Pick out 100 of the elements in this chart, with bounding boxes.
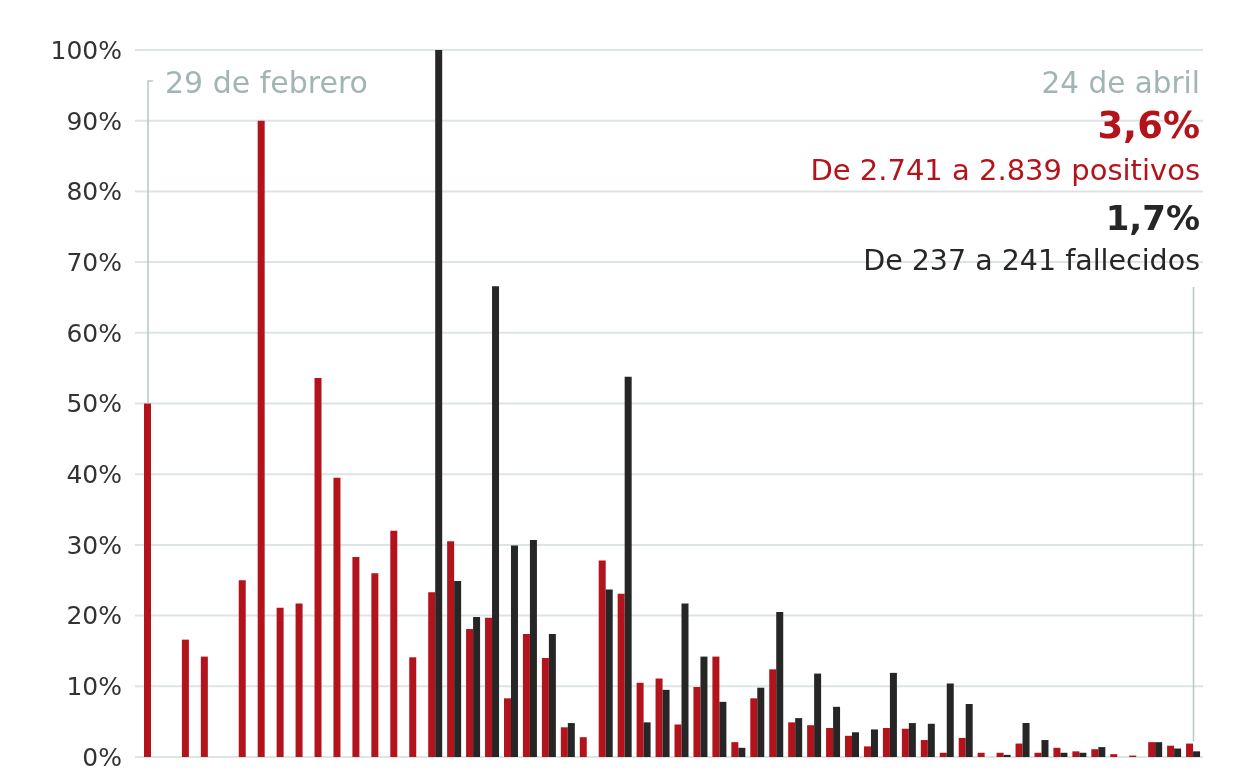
bar	[662, 689, 670, 757]
bar	[863, 746, 871, 757]
bar	[473, 617, 481, 757]
bar	[946, 683, 954, 757]
bar	[454, 580, 462, 757]
bar	[1053, 747, 1061, 757]
bar	[636, 682, 644, 757]
bar	[333, 477, 341, 757]
y-tick-label: 90%	[66, 106, 122, 136]
bar	[1155, 742, 1163, 757]
bar	[529, 539, 537, 757]
bar	[314, 378, 322, 757]
annotation: 29 de febrero	[165, 65, 368, 100]
bar	[567, 723, 575, 757]
bar	[870, 729, 878, 757]
bar	[1041, 740, 1049, 757]
bar	[200, 656, 208, 757]
bar	[807, 725, 815, 757]
bar	[371, 573, 379, 757]
y-tick-label: 80%	[66, 177, 122, 207]
bar	[492, 286, 500, 757]
annotation: 3,6%	[1097, 104, 1200, 147]
bar	[144, 403, 151, 757]
bar	[257, 120, 265, 757]
bar	[927, 723, 935, 757]
y-tick-label: 10%	[66, 672, 122, 702]
bar	[750, 698, 758, 757]
bar	[1186, 743, 1194, 757]
bar	[882, 728, 890, 757]
y-tick-label: 100%	[50, 35, 122, 65]
bar	[1193, 751, 1201, 757]
bar	[845, 735, 853, 757]
y-tick-label: 40%	[66, 460, 122, 490]
bar	[958, 737, 966, 757]
bar	[693, 687, 701, 757]
bar	[795, 718, 803, 757]
y-tick-label: 20%	[66, 601, 122, 631]
bar	[977, 752, 985, 757]
bar	[1079, 752, 1087, 757]
bar	[901, 728, 909, 757]
bar	[1148, 742, 1156, 757]
bar	[731, 742, 739, 757]
bar	[466, 629, 474, 757]
annotation: 1,7%	[1105, 198, 1200, 238]
bar	[700, 656, 708, 757]
bar	[814, 673, 822, 757]
bar	[1003, 754, 1011, 757]
bar	[503, 698, 511, 757]
bar	[719, 701, 727, 757]
bar	[1091, 749, 1099, 757]
bar	[522, 633, 530, 757]
bar	[833, 706, 841, 757]
bar	[485, 617, 493, 757]
bar	[852, 732, 860, 757]
bar	[1072, 751, 1080, 757]
bar	[541, 658, 549, 757]
bar	[1167, 745, 1175, 757]
bar	[712, 656, 720, 757]
bar	[276, 607, 284, 757]
annotation: 24 de abril	[1041, 66, 1200, 100]
bar	[428, 592, 436, 757]
annotation: De 237 a 241 fallecidos	[863, 244, 1200, 277]
bar	[605, 589, 613, 757]
bar	[738, 747, 746, 757]
bar	[1015, 743, 1023, 757]
bar	[643, 722, 651, 757]
bar	[598, 560, 606, 757]
bar	[295, 603, 303, 757]
bar	[181, 639, 189, 757]
bar	[435, 50, 443, 757]
bar	[1174, 748, 1182, 757]
bar	[624, 376, 632, 757]
bar	[1098, 747, 1106, 757]
bar	[409, 657, 417, 757]
bar	[447, 541, 455, 757]
bar	[788, 722, 796, 757]
y-tick-label: 70%	[66, 247, 122, 277]
bar	[826, 728, 834, 757]
bar	[996, 752, 1004, 757]
bar	[1060, 752, 1068, 757]
bar	[757, 687, 765, 757]
bar	[920, 740, 928, 757]
bar	[560, 727, 568, 757]
bar	[579, 737, 587, 757]
bar	[548, 633, 556, 757]
bar	[655, 678, 663, 757]
y-tick-label: 30%	[66, 530, 122, 560]
bar	[238, 580, 246, 757]
bar	[965, 703, 973, 757]
y-tick-label: 60%	[66, 318, 122, 348]
bar	[617, 593, 625, 757]
bar	[1034, 752, 1042, 757]
y-tick-label: 50%	[66, 389, 122, 419]
bar	[776, 612, 784, 757]
bar	[939, 752, 947, 757]
bar	[908, 723, 916, 757]
bar	[1022, 723, 1030, 757]
bar	[510, 545, 518, 757]
bar	[1110, 754, 1118, 757]
bar	[769, 669, 777, 757]
